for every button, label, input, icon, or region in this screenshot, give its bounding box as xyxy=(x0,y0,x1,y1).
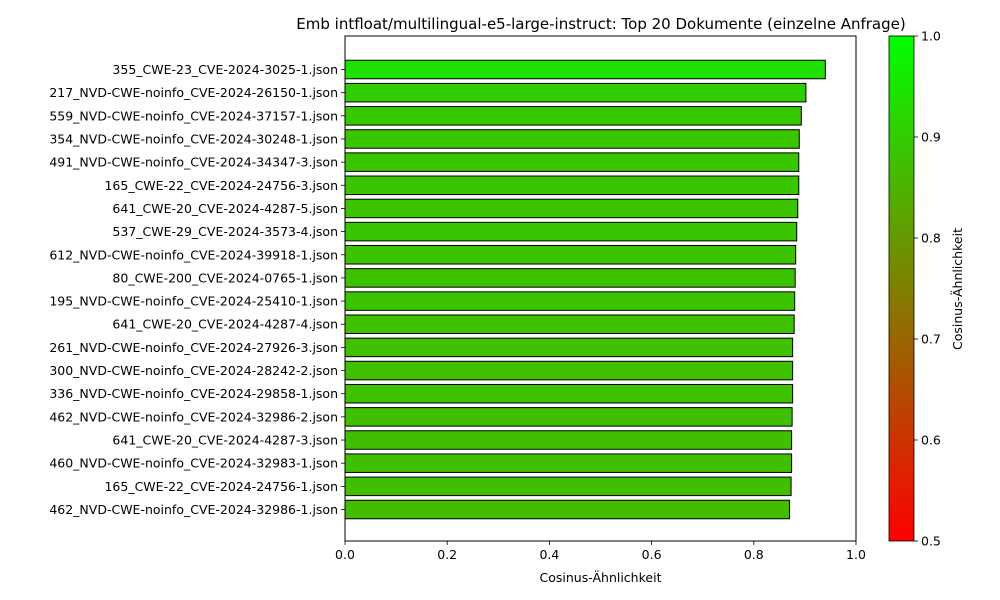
y-tick-label: 641_CWE-20_CVE-2024-4287-4.json xyxy=(112,317,338,332)
bar xyxy=(344,499,791,520)
bar xyxy=(344,198,799,219)
colorbar-gradient xyxy=(888,35,915,542)
y-tick-label: 462_NVD-CWE-noinfo_CVE-2024-32986-1.json xyxy=(49,502,338,517)
x-tick-label: 0.2 xyxy=(437,547,457,562)
colorbar-tick-label: 0.5 xyxy=(921,534,941,549)
bar xyxy=(344,360,794,381)
y-tick-label: 261_NVD-CWE-noinfo_CVE-2024-27926-3.json xyxy=(49,340,338,355)
x-tick-label: 0.0 xyxy=(335,547,355,562)
colorbar-tick-label: 0.9 xyxy=(921,130,941,145)
bar xyxy=(344,337,794,358)
bar xyxy=(344,245,797,265)
y-tick-label: 462_NVD-CWE-noinfo_CVE-2024-32986-2.json xyxy=(49,409,338,424)
y-tick-label: 612_NVD-CWE-noinfo_CVE-2024-39918-1.json xyxy=(49,247,338,262)
y-tick-label: 641_CWE-20_CVE-2024-4287-5.json xyxy=(112,201,338,216)
bar xyxy=(344,453,793,473)
bar xyxy=(344,291,796,311)
y-tick-label: 537_CWE-29_CVE-2024-3573-4.json xyxy=(112,224,338,239)
y-tick-label: 641_CWE-20_CVE-2024-4287-3.json xyxy=(112,433,338,448)
colorbar-label: Cosinus-Ähnlichkeit xyxy=(950,228,965,350)
y-tick-label: 80_CWE-200_CVE-2024-0765-1.json xyxy=(112,270,338,285)
bar xyxy=(344,106,802,126)
colorbar: 0.5 0.6 0.7 0.8 0.9 1.0 xyxy=(888,29,941,549)
y-tick-label: 355_CWE-23_CVE-2024-3025-1.json xyxy=(112,62,338,77)
y-tick-label: 165_CWE-22_CVE-2024-24756-3.json xyxy=(104,178,338,193)
x-tick-label: 0.8 xyxy=(744,547,764,562)
bar xyxy=(344,430,793,450)
x-tick-label: 0.6 xyxy=(642,547,662,562)
bar xyxy=(344,129,800,149)
colorbar-tick-label: 0.6 xyxy=(921,433,941,448)
y-tick-label: 491_NVD-CWE-noinfo_CVE-2024-34347-3.json xyxy=(49,155,338,170)
y-tick-label: 195_NVD-CWE-noinfo_CVE-2024-25410-1.json xyxy=(49,294,338,309)
y-tick-label: 559_NVD-CWE-noinfo_CVE-2024-37157-1.json xyxy=(49,108,338,123)
y-tick-label: 300_NVD-CWE-noinfo_CVE-2024-28242-2.json xyxy=(49,363,338,378)
x-axis-label: Cosinus-Ähnlichkeit xyxy=(540,570,662,585)
colorbar-tick-label: 0.8 xyxy=(921,231,941,246)
bar xyxy=(344,407,793,427)
bar xyxy=(344,152,800,172)
colorbar-tick-label: 1.0 xyxy=(921,29,941,44)
y-tick-label: 217_NVD-CWE-noinfo_CVE-2024-26150-1.json xyxy=(49,85,338,100)
y-tick-label: 165_CWE-22_CVE-2024-24756-1.json xyxy=(104,479,338,494)
bar xyxy=(344,383,794,404)
bar xyxy=(344,59,826,80)
y-tick-label: 336_NVD-CWE-noinfo_CVE-2024-29858-1.json xyxy=(49,386,338,401)
bar xyxy=(344,476,792,497)
x-tick-label: 0.4 xyxy=(539,547,559,562)
bar xyxy=(344,314,795,335)
bar xyxy=(344,268,796,288)
colorbar-tick-label: 0.7 xyxy=(921,332,941,347)
chart-title: Emb intfloat/multilingual-e5-large-instr… xyxy=(296,15,905,33)
bar xyxy=(344,82,807,103)
plot-frame xyxy=(344,35,857,542)
plot-area: 355_CWE-23_CVE-2024-3025-1.json 217_NVD-C… xyxy=(49,59,866,562)
bar xyxy=(344,175,800,196)
y-tick-label: 354_NVD-CWE-noinfo_CVE-2024-30248-1.json xyxy=(49,131,338,146)
y-tick-label: 460_NVD-CWE-noinfo_CVE-2024-32983-1.json xyxy=(49,456,338,471)
x-tick-label: 1.0 xyxy=(846,547,866,562)
bar xyxy=(344,221,798,242)
